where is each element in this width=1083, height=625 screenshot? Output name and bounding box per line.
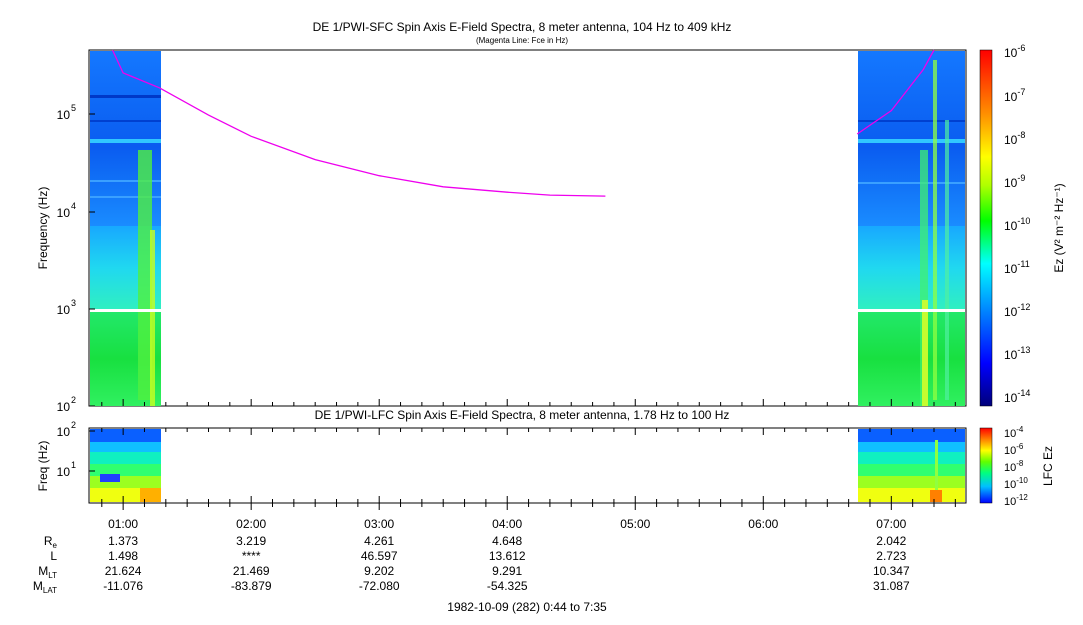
x-axis-ticks xyxy=(101,399,956,510)
ephemeris-value-re: 2.042 xyxy=(876,534,906,548)
ephemeris-labels: Re L MLT MLAT xyxy=(33,534,58,595)
top-spectrogram-left xyxy=(90,51,161,406)
top-ytick-1e2-exp: 2 xyxy=(71,395,76,405)
bottom-ytick-1e1: 10 xyxy=(57,465,71,479)
svg-text:10-8: 10-8 xyxy=(1004,130,1025,147)
ephemeris-value-l: **** xyxy=(242,549,261,563)
ephemeris-value-re: 4.648 xyxy=(492,534,522,548)
bottom-colorbar-label: LFC Ez xyxy=(1041,446,1055,486)
bottom-ylabel: Freq (Hz) xyxy=(36,441,50,492)
svg-text:10-9: 10-9 xyxy=(1004,173,1025,190)
top-ytick-1e2: 10 xyxy=(57,400,71,414)
svg-text:MLT: MLT xyxy=(38,564,57,580)
ephemeris-value-l: 2.723 xyxy=(876,549,906,563)
footer-date: 1982-10-09 (282) 0:44 to 7:35 xyxy=(447,600,607,614)
svg-text:10-11: 10-11 xyxy=(1004,259,1030,276)
bottom-y-ticks xyxy=(89,430,95,472)
top-gap-line-right xyxy=(858,309,965,312)
top-ylabel: Frequency (Hz) xyxy=(36,187,50,270)
ephemeris-value-mlt: 9.291 xyxy=(492,564,522,578)
svg-text:10-10: 10-10 xyxy=(1004,476,1028,491)
x-tick-label: 07:00 xyxy=(876,517,906,531)
top-panel-title: DE 1/PWI-SFC Spin Axis E-Field Spectra, … xyxy=(313,20,732,34)
ephemeris-value-re: 1.373 xyxy=(108,534,138,548)
top-colorbar-label: Ez (V² m⁻² Hz⁻¹) xyxy=(1052,183,1066,272)
svg-text:10-7: 10-7 xyxy=(1004,87,1025,104)
bottom-spectrogram-right xyxy=(858,429,965,502)
bottom-colorbar xyxy=(979,427,993,504)
ephemeris-value-mlat: -54.325 xyxy=(487,579,528,593)
ephemeris-value-mlat: -83.879 xyxy=(231,579,272,593)
svg-text:10-12: 10-12 xyxy=(1004,302,1030,319)
top-ytick-1e5-exp: 5 xyxy=(71,103,76,113)
top-ytick-1e3-exp: 3 xyxy=(71,298,76,308)
ephemeris-value-mlat: -11.076 xyxy=(103,579,143,593)
svg-text:MLAT: MLAT xyxy=(33,579,57,595)
ephemeris-value-l: 46.597 xyxy=(361,549,398,563)
ephemeris-value-mlt: 21.624 xyxy=(105,564,142,578)
fce-line-end xyxy=(856,49,935,135)
bottom-panel-plot-area xyxy=(88,427,967,504)
x-tick-label: 05:00 xyxy=(620,517,650,531)
x-tick-label: 01:00 xyxy=(108,517,138,531)
x-tick-label: 06:00 xyxy=(748,517,778,531)
x-tick-label: 02:00 xyxy=(236,517,266,531)
ephemeris-value-mlt: 21.469 xyxy=(233,564,270,578)
top-colorbar-ticks: 10-6 10-7 10-8 10-9 10-10 10-11 10-12 10… xyxy=(1004,43,1030,405)
bottom-spectrogram-left xyxy=(90,429,161,502)
bottom-panel-title: DE 1/PWI-LFC Spin Axis E-Field Spectra, … xyxy=(315,408,730,422)
top-ytick-1e4: 10 xyxy=(57,206,71,220)
ephemeris-value-mlat: 31.087 xyxy=(873,579,910,593)
ephemeris-value-l: 1.498 xyxy=(108,549,138,563)
ephemeris-value-re: 3.219 xyxy=(236,534,266,548)
svg-text:10-13: 10-13 xyxy=(1004,345,1030,362)
top-ytick-1e3: 10 xyxy=(57,303,71,317)
top-gap-line-left xyxy=(90,309,161,312)
svg-text:10-6: 10-6 xyxy=(1004,442,1024,457)
bottom-colorbar-ticks: 10-4 10-6 10-8 10-10 10-12 xyxy=(1004,425,1028,508)
top-ytick-1e5: 10 xyxy=(57,108,71,122)
x-tick-label: 03:00 xyxy=(364,517,394,531)
top-spectrogram-right xyxy=(858,51,965,406)
fce-line xyxy=(111,49,606,197)
ephemeris-value-l: 13.612 xyxy=(489,549,526,563)
x-tick-label: 04:00 xyxy=(492,517,522,531)
svg-text:10-8: 10-8 xyxy=(1004,459,1024,474)
bottom-ytick-1e1-exp: 1 xyxy=(71,460,76,470)
ephemeris-value-re: 4.261 xyxy=(364,534,394,548)
top-ytick-1e4-exp: 4 xyxy=(71,201,76,211)
ephemeris-value-mlt: 10.347 xyxy=(873,564,910,578)
ephemeris-value-mlt: 9.202 xyxy=(364,564,394,578)
svg-text:10-4: 10-4 xyxy=(1004,425,1024,440)
svg-text:10-12: 10-12 xyxy=(1004,493,1028,508)
top-panel-plot-area xyxy=(88,49,967,407)
svg-text:10-14: 10-14 xyxy=(1004,388,1030,405)
svg-text:Re: Re xyxy=(44,534,58,550)
top-panel-subtitle: (Magenta Line: Fce in Hz) xyxy=(476,36,568,45)
bottom-ytick-1e2: 10 xyxy=(57,425,71,439)
svg-text:10-10: 10-10 xyxy=(1004,216,1030,233)
ephemeris-value-mlat: -72.080 xyxy=(359,579,400,593)
svg-text:10-6: 10-6 xyxy=(1004,43,1025,60)
top-colorbar xyxy=(979,49,993,407)
bottom-ytick-1e2-exp: 2 xyxy=(71,420,76,430)
top-y-ticks xyxy=(89,113,95,407)
svg-text:L: L xyxy=(50,549,57,563)
